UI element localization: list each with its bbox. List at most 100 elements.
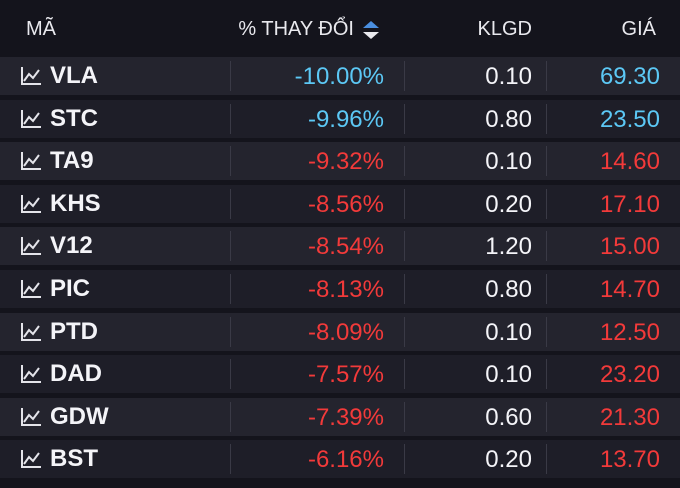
column-divider [404,231,405,262]
volume-cell: 0.20 [485,190,532,218]
symbol-cell[interactable]: PTD [20,313,98,351]
column-divider [404,61,405,91]
symbol-text: V12 [50,232,93,260]
symbol-text: DAD [50,360,102,388]
column-divider [404,359,405,390]
table-row[interactable]: KHS -8.56% 0.20 17.10 [0,184,680,223]
table-row[interactable]: TA9 -9.32% 0.10 14.60 [0,142,680,181]
volume-cell: 0.10 [485,361,532,389]
volume-cell: 0.60 [485,403,532,431]
line-chart-icon[interactable] [20,194,42,214]
line-chart-icon[interactable] [20,109,42,129]
price-cell: 15.00 [599,233,660,261]
header-change-label: % THAY ĐỔI [238,18,354,40]
column-divider [230,231,231,262]
column-divider [230,103,231,134]
table-row[interactable]: PTD -8.09% 0.10 12.50 [0,312,680,351]
column-divider [230,444,231,475]
symbol-text: PTD [50,317,98,345]
symbol-cell[interactable]: VLA [20,57,98,95]
column-divider [546,188,547,219]
header-volume[interactable]: KLGD [477,18,532,40]
volume-cell: 1.20 [485,233,532,261]
column-divider [230,146,231,177]
header-price[interactable]: GIÁ [621,18,656,40]
table-header: MÃ % THAY ĐỔI KLGD GIÁ [0,0,680,56]
line-chart-icon[interactable] [20,279,42,299]
symbol-text: KHS [50,189,101,217]
change-cell: -8.09% [307,318,384,346]
volume-cell: 0.80 [485,275,532,303]
change-cell: -9.32% [307,148,384,176]
volume-cell: 0.10 [485,148,532,176]
column-divider [230,359,231,390]
symbol-cell[interactable]: V12 [20,227,93,265]
table-row[interactable]: DAD -7.57% 0.10 23.20 [0,355,680,394]
header-change[interactable]: % THAY ĐỔI [238,18,380,41]
change-cell: -7.57% [307,361,384,389]
table-row[interactable]: VLA -10.00% 0.10 69.30 [0,57,680,95]
column-divider [546,273,547,304]
column-divider [546,316,547,347]
table-row[interactable]: V12 -8.54% 1.20 15.00 [0,227,680,266]
column-divider [404,401,405,432]
volume-cell: 0.10 [485,318,532,346]
column-divider [404,316,405,347]
table-row[interactable]: PIC -8.13% 0.80 14.70 [0,269,680,308]
symbol-cell[interactable]: KHS [20,185,101,223]
sort-up-down-icon[interactable] [362,19,380,41]
price-cell: 23.50 [599,105,660,133]
price-cell: 69.30 [599,63,660,90]
line-chart-icon[interactable] [20,66,42,86]
line-chart-icon[interactable] [20,236,42,256]
price-cell: 14.70 [599,275,660,303]
table-row[interactable]: BST -6.16% 0.20 13.70 [0,440,680,479]
price-cell: 12.50 [599,318,660,346]
price-cell: 21.30 [599,403,660,431]
change-cell: -8.56% [307,190,384,218]
volume-cell: 0.10 [485,63,532,90]
column-divider [546,231,547,262]
symbol-text: VLA [50,62,98,89]
line-chart-icon[interactable] [20,151,42,171]
column-divider [546,146,547,177]
line-chart-icon[interactable] [20,364,42,384]
column-divider [230,316,231,347]
symbol-cell[interactable]: DAD [20,355,102,393]
change-cell: -6.16% [307,446,384,474]
column-divider [546,444,547,475]
symbol-text: GDW [50,402,109,430]
symbol-cell[interactable]: GDW [20,398,109,436]
symbol-text: STC [50,104,98,132]
column-divider [546,401,547,432]
column-divider [404,188,405,219]
column-divider [404,103,405,134]
header-symbol[interactable]: MÃ [26,18,56,40]
column-divider [230,188,231,219]
line-chart-icon[interactable] [20,322,42,342]
price-cell: 14.60 [599,148,660,176]
symbol-text: TA9 [50,147,94,175]
symbol-cell[interactable]: BST [20,440,98,478]
column-divider [230,401,231,432]
change-cell: -10.00% [294,63,384,90]
line-chart-icon[interactable] [20,449,42,469]
line-chart-icon[interactable] [20,407,42,427]
column-divider [230,273,231,304]
price-cell: 17.10 [599,190,660,218]
change-cell: -8.54% [307,233,384,261]
symbol-text: BST [50,445,98,473]
volume-cell: 0.20 [485,446,532,474]
volume-cell: 0.80 [485,105,532,133]
column-divider [546,359,547,390]
column-divider [230,61,231,91]
symbol-cell[interactable]: STC [20,100,98,138]
column-divider [546,103,547,134]
symbol-cell[interactable]: PIC [20,270,90,308]
table-row[interactable]: STC -9.96% 0.80 23.50 [0,99,680,138]
table-row[interactable]: GDW -7.39% 0.60 21.30 [0,397,680,436]
change-cell: -8.13% [307,275,384,303]
symbol-text: PIC [50,274,91,302]
symbol-cell[interactable]: TA9 [20,142,94,180]
